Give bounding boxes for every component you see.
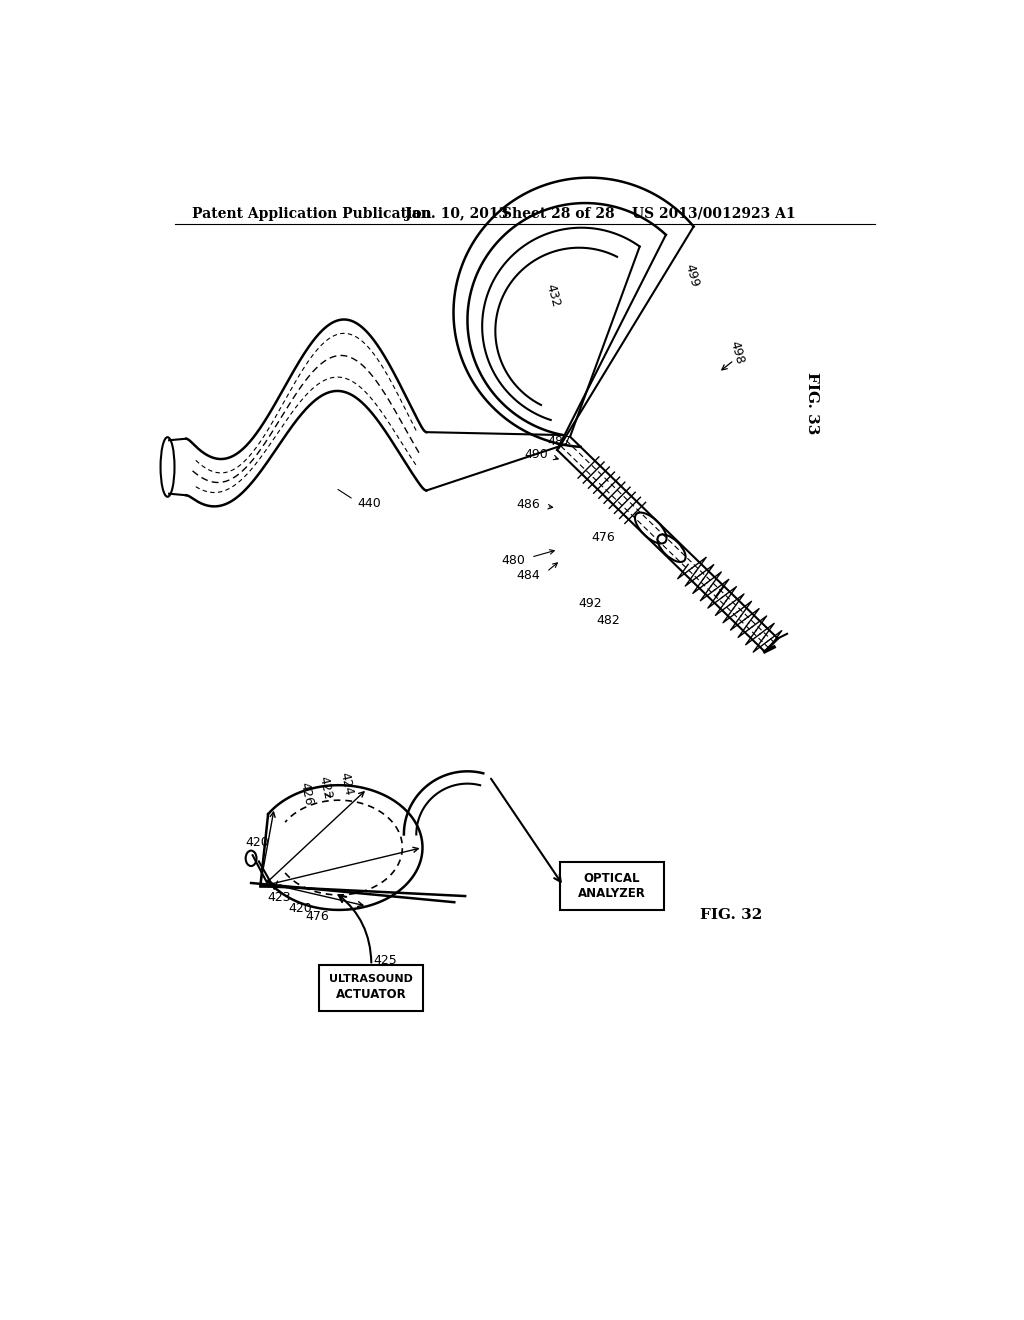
Text: 440: 440 xyxy=(357,496,381,510)
Text: 432: 432 xyxy=(544,282,562,309)
Text: 423: 423 xyxy=(267,891,291,904)
Text: OPTICAL: OPTICAL xyxy=(584,871,640,884)
Text: Patent Application Publication: Patent Application Publication xyxy=(191,207,431,220)
Text: 498: 498 xyxy=(728,339,746,366)
Text: 499: 499 xyxy=(683,263,701,289)
Text: 420: 420 xyxy=(289,902,312,915)
Text: 426: 426 xyxy=(297,780,315,807)
Text: FIG. 33: FIG. 33 xyxy=(805,372,818,434)
FancyBboxPatch shape xyxy=(560,862,664,909)
Text: 425: 425 xyxy=(374,954,397,968)
Text: 476: 476 xyxy=(306,911,330,924)
Text: Sheet 28 of 28: Sheet 28 of 28 xyxy=(502,207,614,220)
Text: 492: 492 xyxy=(579,597,602,610)
Text: 482: 482 xyxy=(596,614,621,627)
Text: FIG. 32: FIG. 32 xyxy=(699,908,762,921)
Text: 487: 487 xyxy=(548,436,571,449)
Text: 486: 486 xyxy=(516,499,541,511)
Text: ULTRASOUND: ULTRASOUND xyxy=(330,974,414,985)
Text: ANALYZER: ANALYZER xyxy=(578,887,645,900)
Text: 490: 490 xyxy=(524,449,548,462)
Text: US 2013/0012923 A1: US 2013/0012923 A1 xyxy=(632,207,796,220)
Text: 476: 476 xyxy=(591,531,614,544)
Text: 422: 422 xyxy=(316,775,335,801)
Text: ACTUATOR: ACTUATOR xyxy=(336,989,407,1001)
Text: 484: 484 xyxy=(516,569,541,582)
Text: 480: 480 xyxy=(501,554,524,566)
Text: Jan. 10, 2013: Jan. 10, 2013 xyxy=(406,207,509,220)
FancyBboxPatch shape xyxy=(319,965,423,1011)
Text: 424: 424 xyxy=(338,771,355,796)
Text: 420: 420 xyxy=(246,836,269,849)
